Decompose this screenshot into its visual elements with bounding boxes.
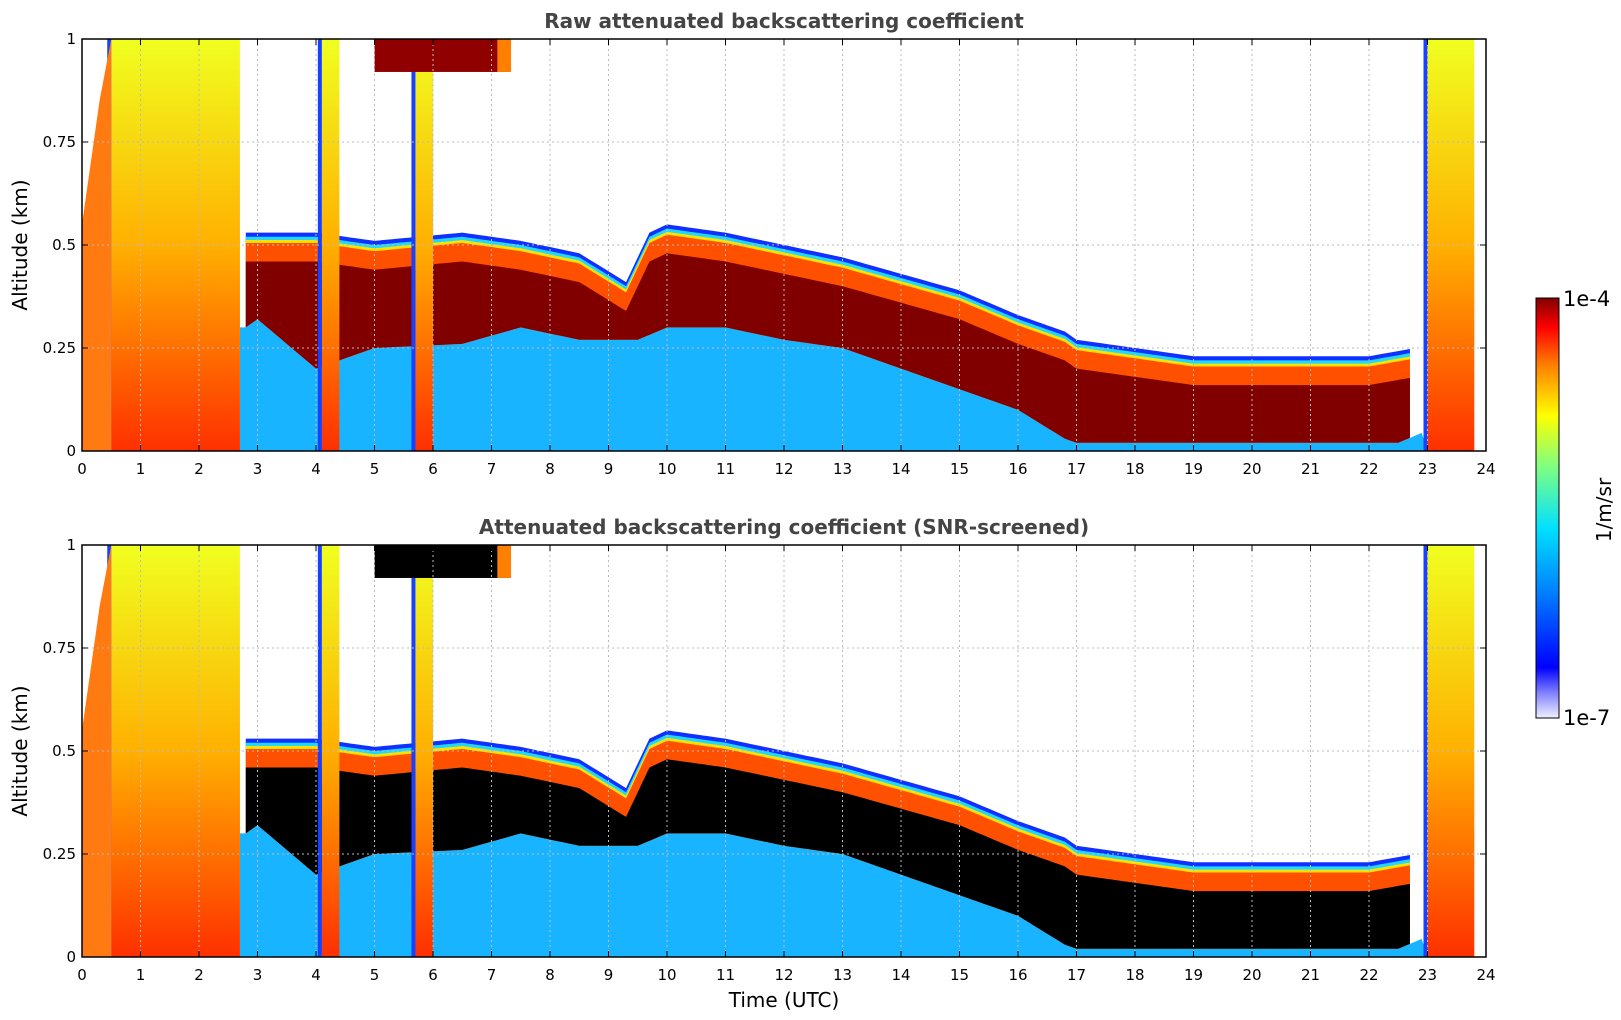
x-tick-label: 24: [1476, 460, 1495, 478]
x-tick-label: 23: [1418, 966, 1437, 984]
cloud-core: [245, 759, 1410, 949]
boundary-layer-region: [239, 319, 1428, 451]
y-tick-label: 1: [66, 30, 76, 48]
x-tick-label: 16: [1008, 460, 1027, 478]
x-tick-label: 4: [311, 966, 321, 984]
colorbar: 1e-4 1e-7 1/m/sr: [1535, 287, 1616, 730]
x-tick-label: 22: [1359, 966, 1378, 984]
x-tick-label: 1: [136, 966, 146, 984]
x-tick-label: 14: [891, 966, 910, 984]
upper-cloud-patch: [374, 39, 510, 72]
panel-screened-ylabel: Altitude (km): [8, 685, 32, 816]
column-edge: [317, 545, 322, 957]
x-tick-label: 18: [1125, 966, 1144, 984]
cloud-core: [245, 253, 1410, 443]
x-tick-label: 21: [1301, 460, 1320, 478]
x-tick-label: 14: [891, 460, 910, 478]
x-tick-label: 17: [1067, 966, 1086, 984]
x-tick-label: 4: [311, 460, 321, 478]
panel-screened-ticks: 0 1 2 3 4 5 6 7 8 9 10 11 12 13 14 15 16 17 18 19 20 21 22 23 24…: [43, 536, 1496, 984]
upper-cloud-edge: [497, 39, 512, 72]
panel-raw-ticks: 0 1 2 3 4 5 6 7 8 9 10 11 12 13 14 15 16 17 18 19 20 21 22 23 24…: [43, 30, 1496, 478]
x-tick-label: 16: [1008, 966, 1027, 984]
column-edge: [1423, 545, 1428, 957]
panel-raw-ylabel: Altitude (km): [8, 179, 32, 310]
x-tick-label: 23: [1418, 460, 1437, 478]
high-signal-column: [111, 545, 240, 957]
x-tick-label: 3: [253, 460, 263, 478]
x-tick-label: 2: [194, 460, 204, 478]
x-tick-label: 11: [716, 460, 735, 478]
upper-cloud-edge: [497, 545, 512, 578]
x-tick-label: 20: [1242, 966, 1261, 984]
panel-screened: Attenuated backscattering coefficient (S…: [8, 515, 1496, 1012]
y-tick-label: 0.5: [52, 236, 76, 254]
column-edge: [1423, 39, 1428, 451]
x-tick-label: 10: [657, 966, 676, 984]
x-tick-label: 0: [77, 460, 87, 478]
x-tick-label: 24: [1476, 966, 1495, 984]
x-axis-label: Time (UTC): [728, 988, 840, 1012]
x-tick-label: 8: [545, 460, 555, 478]
high-signal-column: [1427, 39, 1475, 451]
y-tick-label: 0.25: [43, 339, 76, 357]
x-tick-label: 9: [604, 966, 614, 984]
panel-raw: Raw attenuated backscattering coefficien…: [8, 9, 1496, 478]
panel-screened-title: Attenuated backscattering coefficient (S…: [479, 515, 1089, 539]
x-tick-label: 3: [253, 966, 263, 984]
high-signal-column: [111, 39, 240, 451]
x-tick-label: 10: [657, 460, 676, 478]
x-tick-label: 9: [604, 460, 614, 478]
panel-screened-plot-area: [82, 545, 1475, 957]
x-tick-label: 6: [428, 460, 438, 478]
x-tick-label: 5: [370, 966, 380, 984]
y-tick-label: 0: [66, 948, 76, 966]
x-tick-label: 19: [1184, 966, 1203, 984]
colorbar-min-label: 1e-7: [1563, 706, 1610, 730]
x-tick-label: 5: [370, 460, 380, 478]
x-tick-label: 13: [833, 460, 852, 478]
y-tick-label: 0: [66, 442, 76, 460]
x-tick-label: 22: [1359, 460, 1378, 478]
x-tick-label: 8: [545, 966, 555, 984]
x-tick-label: 6: [428, 966, 438, 984]
high-signal-column: [321, 545, 340, 957]
x-tick-label: 0: [77, 966, 87, 984]
panel-raw-title: Raw attenuated backscattering coefficien…: [544, 9, 1024, 33]
x-tick-label: 18: [1125, 460, 1144, 478]
x-tick-label: 17: [1067, 460, 1086, 478]
boundary-layer-region: [239, 825, 1428, 957]
x-tick-label: 13: [833, 966, 852, 984]
x-tick-label: 2: [194, 966, 204, 984]
y-tick-label: 0.75: [43, 639, 76, 657]
y-tick-label: 1: [66, 536, 76, 554]
high-signal-column: [1427, 545, 1475, 957]
x-tick-label: 7: [487, 966, 497, 984]
x-tick-label: 7: [487, 460, 497, 478]
upper-cloud-patch: [374, 545, 510, 578]
x-tick-label: 19: [1184, 460, 1203, 478]
y-tick-label: 0.25: [43, 845, 76, 863]
y-tick-label: 0.5: [52, 742, 76, 760]
x-tick-label: 11: [716, 966, 735, 984]
x-tick-label: 20: [1242, 460, 1261, 478]
colorbar-unit-label: 1/m/sr: [1592, 477, 1616, 542]
x-tick-label: 12: [774, 966, 793, 984]
x-tick-label: 15: [950, 966, 969, 984]
x-tick-label: 15: [950, 460, 969, 478]
colorbar-gradient: [1535, 297, 1560, 719]
high-signal-column: [321, 39, 340, 451]
x-tick-label: 1: [136, 460, 146, 478]
x-tick-label: 21: [1301, 966, 1320, 984]
x-tick-label: 12: [774, 460, 793, 478]
y-tick-label: 0.75: [43, 133, 76, 151]
colorbar-max-label: 1e-4: [1563, 287, 1610, 311]
column-edge: [317, 39, 322, 451]
